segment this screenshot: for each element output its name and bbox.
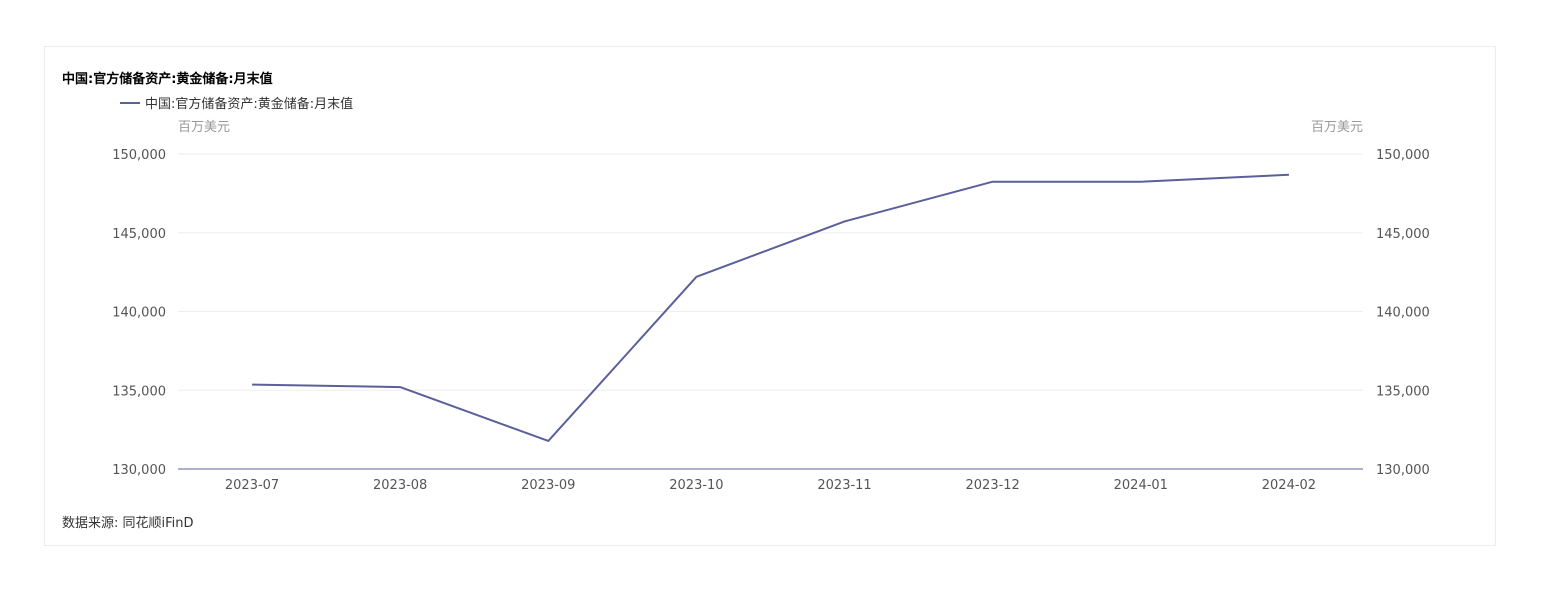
legend[interactable]: 中国:官方储备资产:黄金储备:月末值: [120, 96, 353, 112]
x-tick-label: 2024-02: [1262, 478, 1316, 493]
y-tick-label-left: 135,000: [112, 384, 166, 399]
left-axis-unit: 百万美元: [178, 120, 230, 135]
chart-title: 中国:官方储备资产:黄金储备:月末值: [62, 72, 273, 87]
legend-label: 中国:官方储备资产:黄金储备:月末值: [145, 96, 353, 112]
right-y-axis: 130,000 135,000 140,000 145,000 150,000: [1376, 148, 1430, 478]
x-tick-label: 2024-01: [1114, 478, 1168, 493]
x-tick-label: 2023-12: [966, 478, 1020, 493]
series-layer: [249, 172, 1292, 444]
x-tick-label: 2023-10: [669, 478, 723, 493]
x-tick-label: 2023-11: [817, 478, 871, 493]
data-point[interactable]: [397, 384, 403, 390]
y-tick-label-left: 140,000: [112, 306, 166, 321]
data-point[interactable]: [545, 438, 551, 444]
y-tick-label-right: 130,000: [1376, 463, 1430, 478]
chart-card: 中国:官方储备资产:黄金储备:月末值 中国:官方储备资产:黄金储备:月末值 百万…: [44, 46, 1496, 546]
data-point[interactable]: [693, 274, 699, 280]
y-tick-label-right: 135,000: [1376, 384, 1430, 399]
left-y-axis: 130,000 135,000 140,000 145,000 150,000: [112, 148, 166, 478]
data-point[interactable]: [990, 179, 996, 185]
chart-plot: 中国:官方储备资产:黄金储备:月末值 百万美元 百万美元 130,000 135,…: [112, 96, 1430, 493]
data-source: 数据来源: 同花顺iFinD: [62, 512, 194, 531]
y-tick-label-left: 130,000: [112, 463, 166, 478]
y-tick-label-right: 140,000: [1376, 306, 1430, 321]
y-tick-label-left: 145,000: [112, 227, 166, 242]
y-tick-label-right: 145,000: [1376, 227, 1430, 242]
x-tick-label: 2023-08: [373, 478, 427, 493]
y-tick-label-right: 150,000: [1376, 148, 1430, 163]
data-source-value: 同花顺iFinD: [122, 516, 194, 531]
grid-lines: [178, 153, 1363, 470]
y-tick-label-left: 150,000: [112, 148, 166, 163]
x-tick-label: 2023-09: [521, 478, 575, 493]
data-point[interactable]: [1286, 172, 1292, 178]
data-point[interactable]: [842, 218, 848, 224]
data-source-label: 数据来源:: [62, 516, 119, 531]
right-axis-unit: 百万美元: [1311, 120, 1363, 135]
x-axis: 2023-07 2023-08 2023-09 2023-10 2023-11 2023-…: [225, 478, 1316, 493]
series-line: [252, 173, 1289, 442]
x-tick-label: 2023-07: [225, 478, 279, 493]
data-point[interactable]: [1138, 179, 1144, 185]
data-point[interactable]: [249, 382, 255, 388]
